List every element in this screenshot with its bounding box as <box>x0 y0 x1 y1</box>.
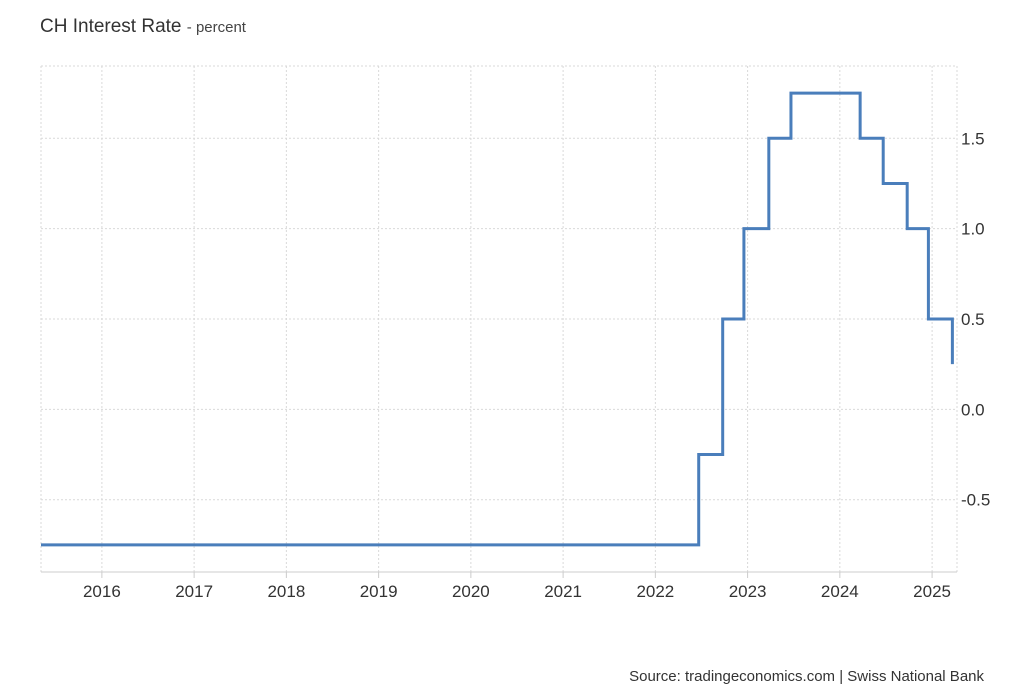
x-tick-label: 2019 <box>360 582 398 601</box>
y-tick-label: 0.0 <box>961 400 985 419</box>
x-tick-label: 2025 <box>913 582 951 601</box>
x-tick-label: 2024 <box>821 582 859 601</box>
y-tick-label: 1.5 <box>961 129 985 148</box>
grid-layer <box>40 65 958 578</box>
source-note: Source: tradingeconomics.com | Swiss Nat… <box>629 668 984 685</box>
y-tick-label: -0.5 <box>961 491 990 510</box>
x-tick-label: 2020 <box>452 582 490 601</box>
chart-title-text: CH Interest Rate <box>40 16 182 37</box>
line-layer <box>40 91 954 547</box>
x-tick-label: 2023 <box>729 582 767 601</box>
x-tick-label: 2018 <box>267 582 305 601</box>
x-tick-label: 2017 <box>175 582 213 601</box>
x-tick-label: 2016 <box>83 582 121 601</box>
chart-unit: - percent <box>186 19 246 36</box>
y-tick-label: 0.5 <box>961 310 985 329</box>
x-tick-label: 2022 <box>636 582 674 601</box>
chart-title: CH Interest Rate - percent <box>40 16 246 38</box>
x-tick-label: 2021 <box>544 582 582 601</box>
label-layer: 2016 2017 2018 2019 2020 2021 2022 2023 2024 2025… <box>83 129 990 601</box>
y-tick-label: 1.0 <box>961 220 985 239</box>
